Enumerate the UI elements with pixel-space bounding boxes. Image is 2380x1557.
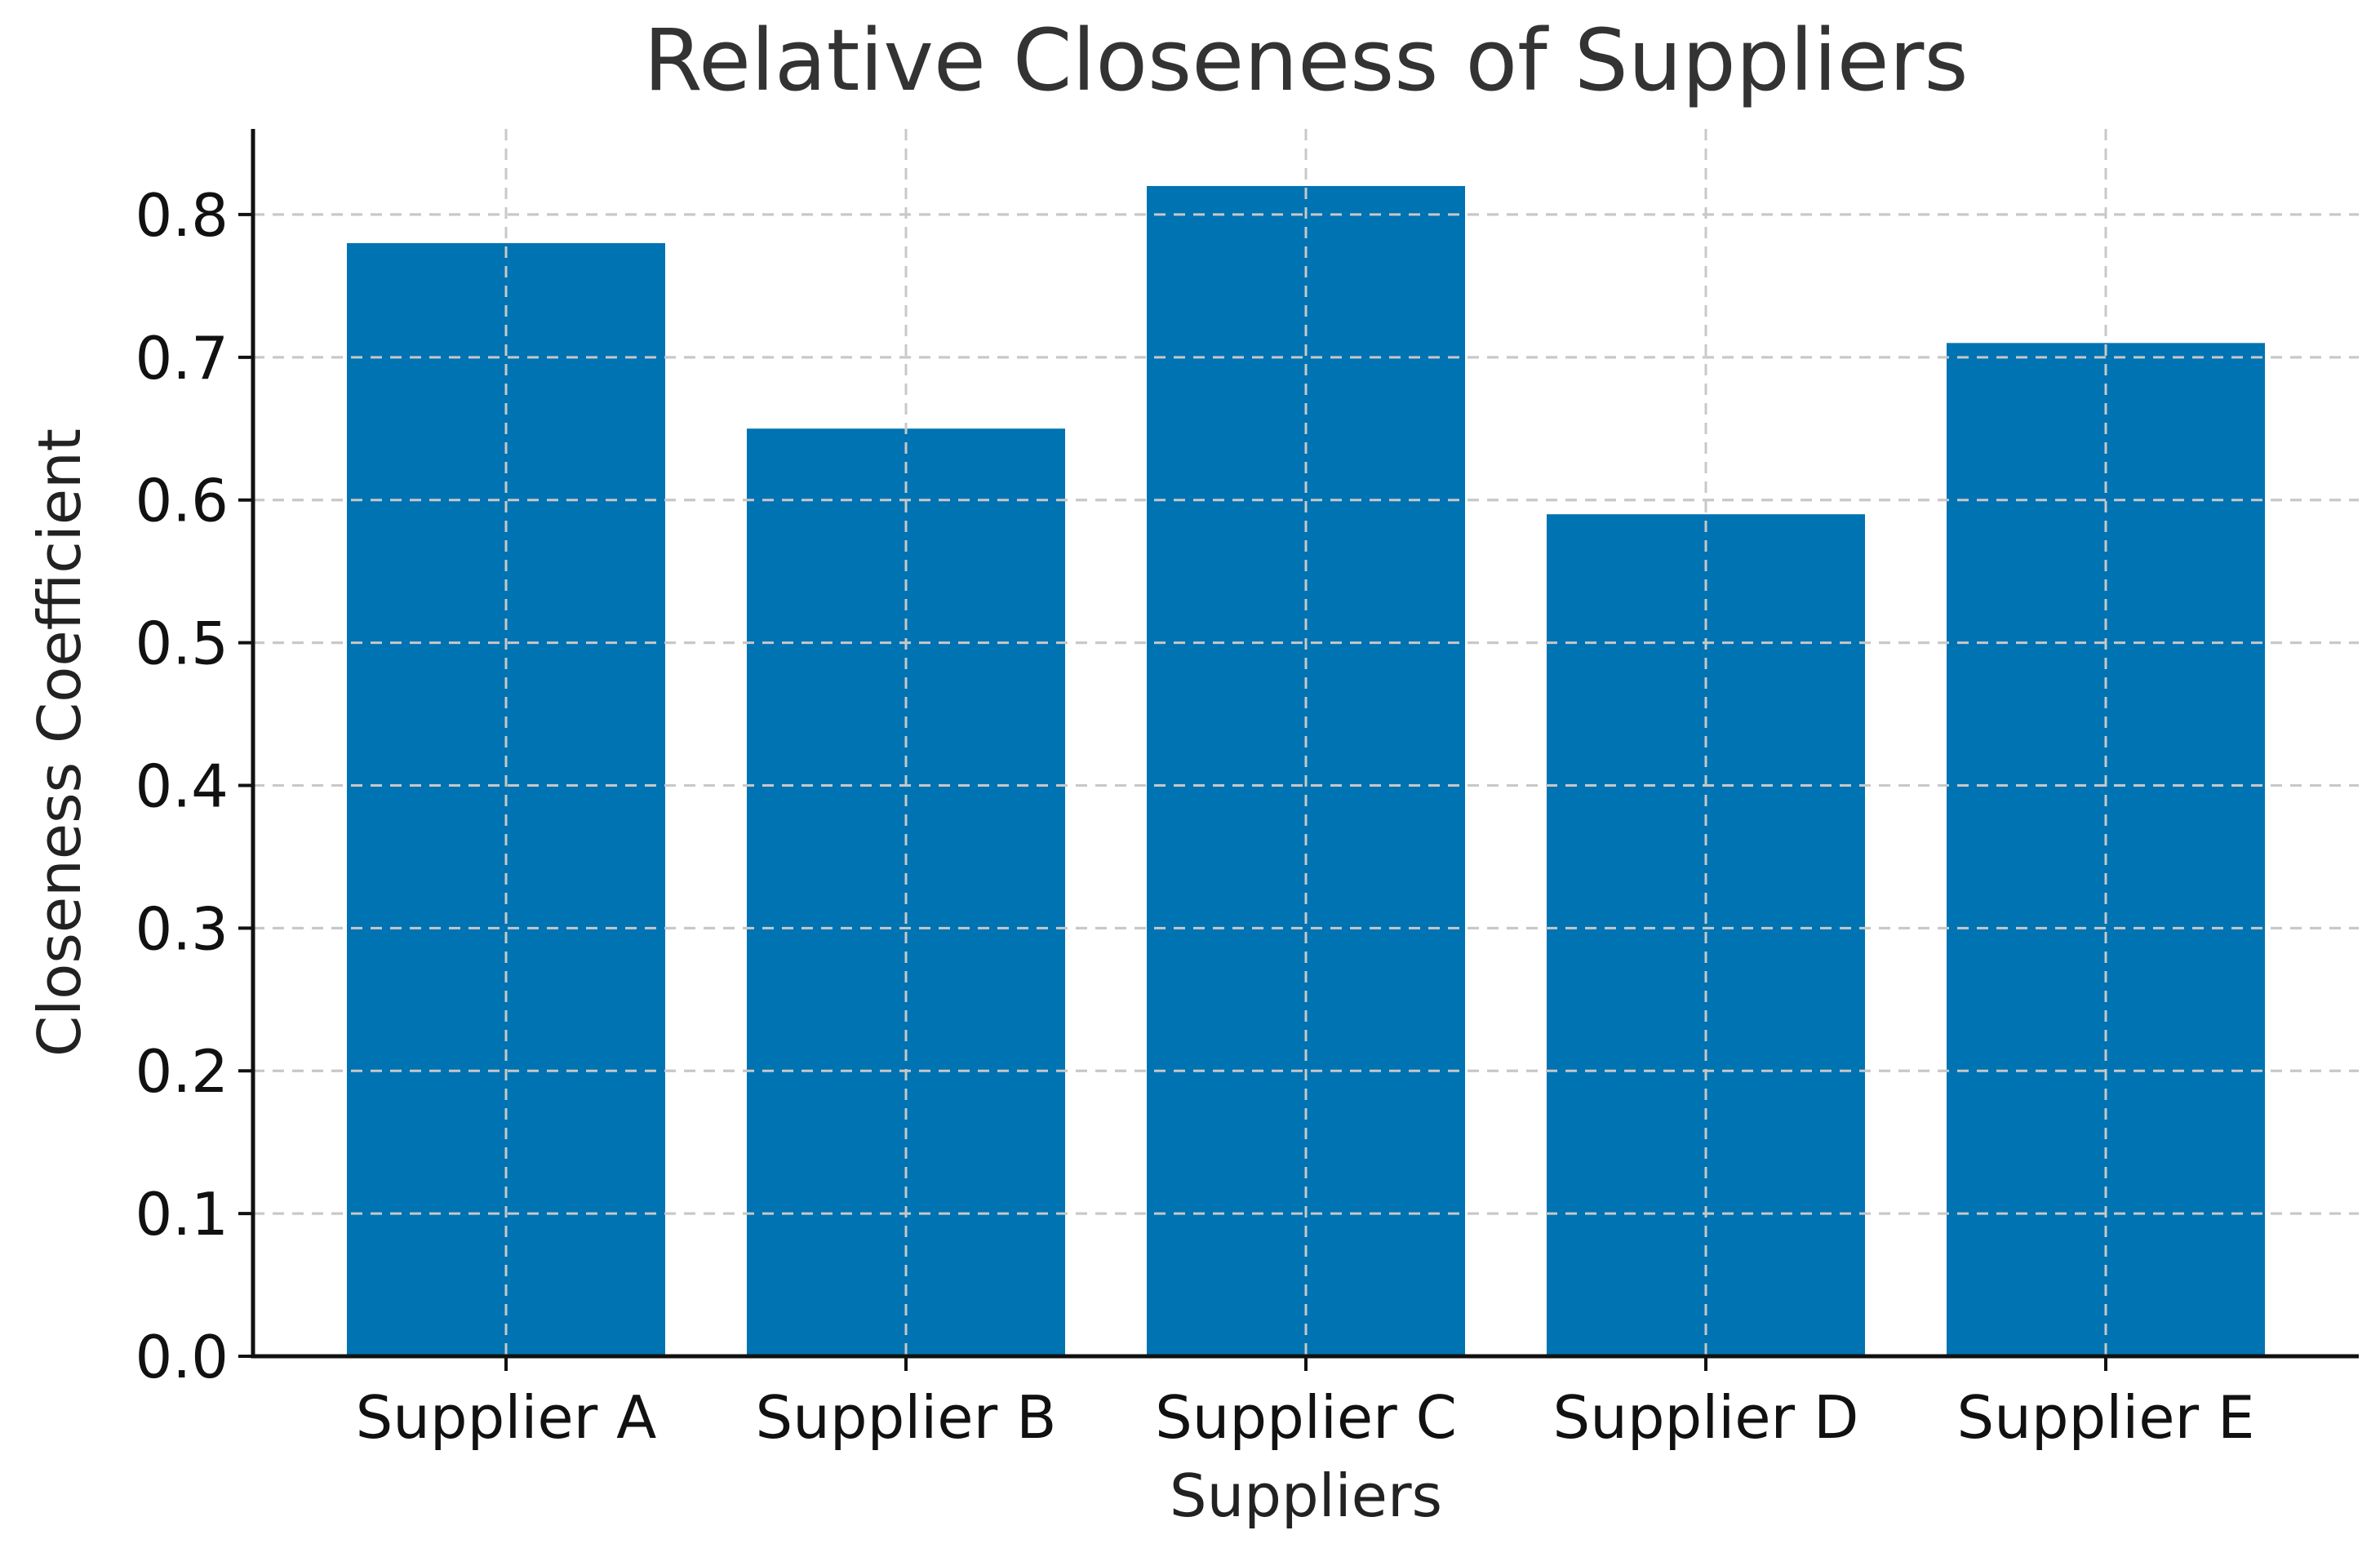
- y-axis-label: Closeness Coefficient: [25, 428, 94, 1057]
- x-tick-label: Supplier B: [756, 1383, 1057, 1452]
- y-tick-label: 0.7: [135, 324, 229, 393]
- y-ticks: 0.0 0.1 0.2 0.3 0.4 0.5 0.6 0.7 0.8: [135, 181, 253, 1391]
- x-tick-label: Supplier E: [1956, 1383, 2254, 1452]
- bar-supplier-e: [1947, 343, 2265, 1357]
- y-tick-label: 0.6: [135, 467, 229, 535]
- y-tick-label: 0.2: [135, 1037, 229, 1106]
- y-tick-label: 0.0: [135, 1323, 229, 1391]
- y-tick-label: 0.5: [135, 610, 229, 678]
- x-tick-label: Supplier C: [1155, 1383, 1457, 1452]
- grid-lines-overlay: [253, 129, 2359, 1356]
- x-tick-label: Supplier A: [356, 1383, 657, 1452]
- y-tick-label: 0.1: [135, 1180, 229, 1249]
- x-ticks: Supplier A Supplier B Supplier C Supplier D…: [356, 1356, 2255, 1452]
- bars: [347, 185, 2265, 1357]
- x-axis-label: Suppliers: [1170, 1462, 1442, 1530]
- y-tick-label: 0.3: [135, 894, 229, 963]
- bar-supplier-c: [1147, 185, 1465, 1356]
- chart-title: Relative Closeness of Suppliers: [643, 11, 1968, 110]
- x-tick-label: Supplier D: [1553, 1383, 1859, 1452]
- y-tick-label: 0.4: [135, 752, 229, 820]
- y-tick-label: 0.8: [135, 181, 229, 250]
